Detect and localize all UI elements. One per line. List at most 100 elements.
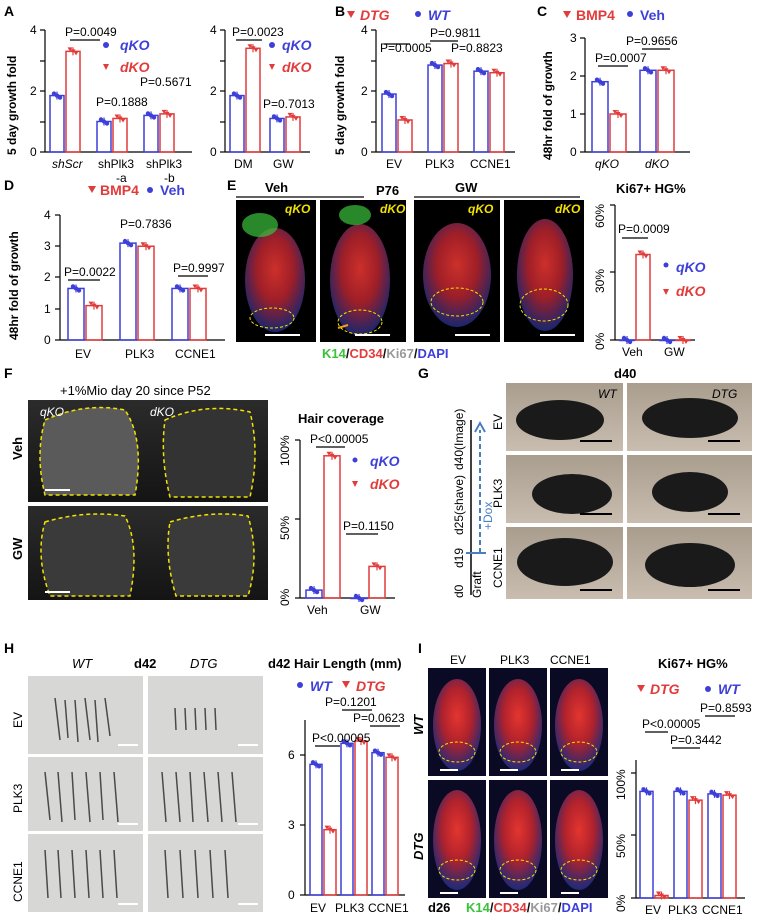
panel-e-qko-1: qKO [285, 202, 311, 216]
data-point [151, 115, 157, 120]
panel-f-xtick-1: Veh [307, 603, 328, 617]
panel-g-timeline-d0: d0 [452, 584, 466, 598]
bar-h-wt-ccne1 [371, 751, 385, 896]
panel-a-pvalue-2: P=0.1888 [96, 95, 148, 109]
panel-a-xtick-3: shPlk3 [146, 157, 182, 171]
panel-b-label: B [335, 3, 345, 19]
data-point [448, 61, 454, 66]
panel-c-xtick-2: dKO [645, 157, 669, 171]
panel-b-pvalue-1: P=0.0005 [380, 41, 432, 55]
panel-a-legend-qko: qKO [120, 37, 150, 53]
data-point [192, 284, 198, 289]
panel-g-timeline [466, 420, 486, 595]
panel-d-label: D [4, 177, 14, 193]
panel-d-legend-veh: Veh [160, 182, 185, 198]
data-point [146, 246, 152, 251]
panel-g-row-plk3: PLK3 [491, 478, 505, 508]
panel-d-legend-bmp4: BMP4 [100, 182, 139, 198]
data-point [128, 242, 134, 248]
panel-f-xtick-2: GW [360, 603, 381, 617]
bar-d-bmp4-ccne1 [189, 287, 207, 341]
panel-e-bars [619, 250, 691, 345]
panel-f-legend-qko: qKO [370, 453, 400, 469]
panel-i-chart-title: Ki67+ HG% [658, 656, 728, 671]
panel-i-xtick-1: EV [645, 903, 661, 917]
bar-h-wt-plk3 [340, 742, 354, 896]
bar-a-right-qko-gw [269, 117, 285, 153]
bar-c-veh-qko [591, 80, 609, 153]
bar-a-right-dko-dm [245, 47, 261, 153]
panel-b-xtick-1: EV [386, 157, 402, 171]
data-point [374, 564, 380, 569]
panel-i-legend-dtg: DTG [650, 681, 680, 697]
svg-text:2: 2 [44, 270, 51, 284]
panel-d-bars [67, 238, 207, 341]
data-point [143, 244, 149, 249]
data-point [70, 49, 76, 54]
panel-c-label: C [537, 3, 547, 19]
panel-f-pvalue-1: P<0.00005 [310, 432, 369, 446]
panel-b-pvalue-2: P=0.9811 [430, 26, 481, 40]
svg-text:30%: 30% [593, 269, 607, 293]
panel-a-xtick-3b: -b [164, 171, 175, 185]
bar-i-dtg-plk3 [688, 799, 703, 899]
svg-text:0%: 0% [614, 894, 628, 912]
svg-text:100%: 100% [614, 769, 628, 800]
data-point [683, 340, 689, 344]
data-point [389, 755, 395, 760]
panel-h-legend-dtg: DTG [356, 678, 386, 694]
panel-h-pvalue-2: P=0.0623 [353, 711, 405, 725]
svg-text:0%: 0% [593, 332, 607, 350]
data-point [612, 110, 618, 114]
data-point [287, 112, 293, 117]
panel-i-label: I [418, 640, 422, 656]
panel-b-legend-dtg: DTG [360, 7, 390, 23]
panel-a-label: A [4, 3, 14, 19]
panel-a-right-bars [229, 44, 301, 153]
svg-text:2: 2 [210, 84, 217, 98]
data-point [195, 286, 201, 291]
data-point [76, 288, 82, 293]
bar-f-dko-gw [368, 565, 386, 599]
bar-e-dko-veh [635, 253, 651, 341]
svg-text:0: 0 [30, 145, 37, 159]
panel-i-xtick-3: CCNE1 [702, 903, 743, 917]
panel-a-left-bars [49, 47, 175, 153]
panel-c-xtick-1: qKO [595, 157, 619, 171]
data-point [104, 121, 110, 126]
data-point [730, 795, 735, 800]
data-point [727, 793, 732, 798]
bar-b-wt-ev [381, 93, 397, 153]
svg-text:4: 4 [361, 23, 368, 37]
svg-text:0: 0 [288, 888, 295, 902]
panel-h-row-ccne1: CCNE1 [11, 861, 25, 902]
panel-e-xtick-1: Veh [622, 345, 643, 359]
bar-c-veh-dko [639, 69, 657, 153]
panel-e-gw: GW [455, 180, 478, 195]
data-point [361, 741, 367, 745]
bar-d-bmp4-ev [85, 304, 103, 341]
data-point [494, 70, 500, 75]
panel-i-micrographs [428, 668, 608, 898]
panel-g-row-ccne1: CCNE1 [491, 547, 505, 588]
svg-text:60%: 60% [593, 204, 607, 228]
data-point [73, 51, 79, 56]
panel-h-d42: d42 [134, 656, 156, 671]
panel-e-label: E [227, 177, 236, 193]
data-point [693, 798, 698, 803]
data-point [656, 891, 661, 896]
data-point [435, 64, 441, 70]
data-point [666, 70, 672, 75]
panel-e-xtick-2: GW [664, 345, 685, 359]
panel-f-row-gw: GW [10, 537, 25, 560]
panel-b-pvalue-3: P=0.8823 [451, 41, 503, 55]
data-point [386, 753, 392, 758]
data-point [445, 59, 451, 64]
data-point [659, 893, 664, 898]
data-point [327, 827, 333, 832]
panel-g-row-ev: EV [491, 414, 505, 430]
data-point [392, 757, 398, 762]
panel-g-photos [506, 383, 752, 599]
panel-i-row-dtg: DTG [411, 833, 426, 860]
